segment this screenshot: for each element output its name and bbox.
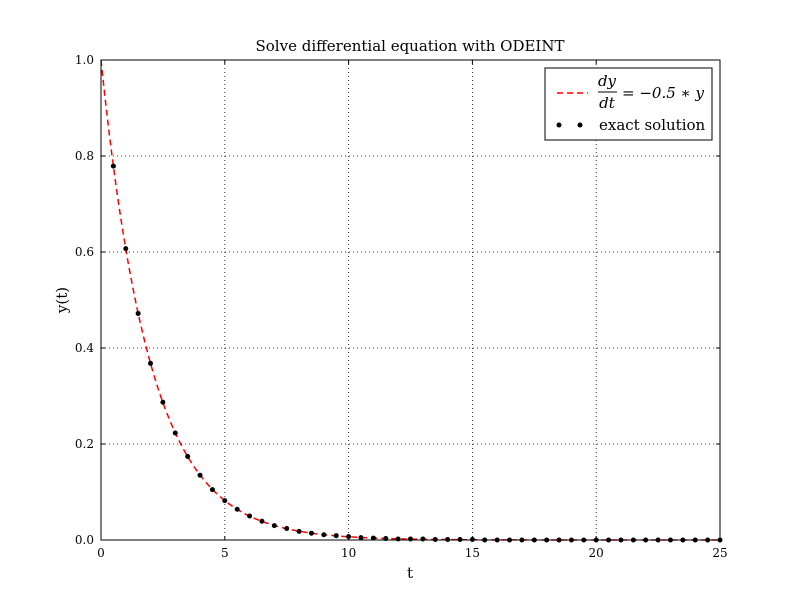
exact-solution-point — [135, 310, 141, 316]
y-tick-label: 0.6 — [75, 245, 94, 259]
legend-fraction-denominator: dt — [599, 94, 616, 112]
exact-solution-point — [148, 360, 154, 366]
exact-solution-point — [308, 530, 314, 536]
y-tick-label: 0.8 — [75, 149, 94, 163]
legend-dot-marker — [577, 122, 583, 128]
exact-solution-point — [222, 498, 228, 504]
y-tick-label: 0.2 — [75, 437, 94, 451]
legend-equation-rhs: = −0.5 ∗ y — [622, 84, 704, 102]
x-tick-label: 5 — [221, 546, 229, 560]
exact-solution-point — [333, 533, 339, 539]
exact-solution-point — [234, 506, 240, 512]
legend-label-exact-solution: exact solution — [599, 116, 706, 134]
exact-solution-point — [259, 518, 265, 524]
x-tick-label: 15 — [465, 546, 480, 560]
legend-box — [544, 67, 713, 141]
plot-area-frame — [100, 59, 721, 541]
exact-solution-point — [296, 528, 302, 534]
exact-solution-point — [408, 536, 413, 542]
exact-solution-point — [395, 536, 401, 542]
x-tick-label: 20 — [589, 546, 604, 560]
exact-solution-point — [172, 430, 178, 436]
x-tick-label: 25 — [712, 546, 727, 560]
y-axis-label: y(t) — [53, 287, 71, 314]
exact-solution-point — [284, 525, 290, 531]
exact-solution-point — [247, 513, 253, 519]
x-axis-label: t — [407, 564, 413, 582]
y-tick-label: 0.0 — [75, 533, 94, 547]
chart-title: Solve differential equation with ODEINT — [256, 37, 565, 55]
x-tick-label: 0 — [97, 546, 105, 560]
legend-fraction-numerator: dy — [598, 72, 617, 90]
exact-solution-point — [209, 487, 215, 493]
exact-solution-point — [197, 472, 203, 478]
exact-solution-point — [123, 246, 129, 252]
exact-solution-point — [110, 163, 116, 169]
x-tick-label: 10 — [341, 546, 356, 560]
exact-solution-point — [370, 535, 376, 541]
exact-solution-point — [358, 535, 364, 541]
exact-solution-point — [271, 523, 277, 529]
legend-dot-marker — [556, 122, 562, 128]
axis-ticks: 0 5 10 15 20 25 0.0 0.2 0.4 0.6 0.8 1.0 — [75, 53, 728, 560]
exact-solution-point — [321, 532, 327, 538]
y-tick-label: 1.0 — [75, 53, 94, 67]
exact-solution-point — [185, 453, 191, 459]
exact-solution-point — [160, 399, 166, 405]
exact-solution-point — [420, 536, 426, 542]
y-tick-label: 0.4 — [75, 341, 94, 355]
legend: dy dt = −0.5 ∗ y exact solution — [544, 67, 713, 141]
